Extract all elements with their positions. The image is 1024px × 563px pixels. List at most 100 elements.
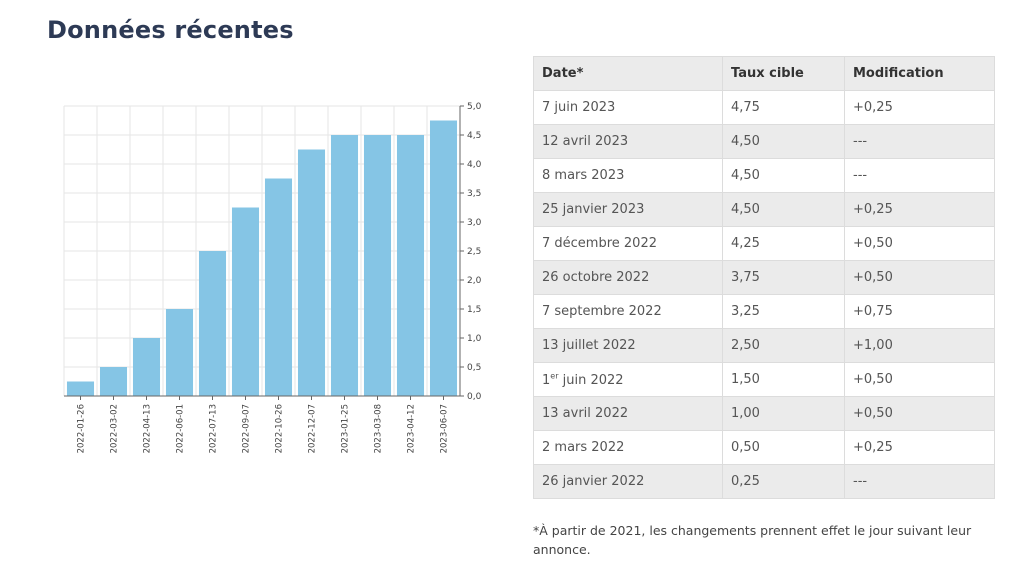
y-tick-label: 0,0 [467,392,482,402]
rate-cell-text: 4,25 [731,236,760,251]
date-cell-text: 7 décembre 2022 [542,236,657,251]
table-row: 8 mars 2023 4,50 --- [533,158,995,193]
y-tick-label: 1,5 [467,305,481,315]
date-cell-text: 13 avril 2022 [542,406,629,421]
bar [99,367,128,396]
x-tick-label: 2023-06-07 [440,404,450,453]
rate-cell-text: 4,50 [731,202,760,217]
x-tick-label: 2022-12-07 [308,404,318,453]
x-tick-label: 2023-04-12 [407,404,417,453]
y-tick-label: 3,0 [467,218,482,228]
rate-cell: 0,50 [722,430,845,465]
rates-table: Date* Taux cible Modification 7 juin 202… [533,56,995,499]
rate-cell-text: 4,50 [731,168,760,183]
rate-cell: 0,25 [722,464,845,499]
date-cell-text: 2 mars 2022 [542,440,625,455]
table-row: 13 juillet 2022 2,50 +1,00 [533,328,995,363]
date-cell: 13 juillet 2022 [533,328,723,363]
y-tick-label: 4,5 [467,131,481,141]
table-row: 7 juin 2023 4,75 +0,25 [533,90,995,125]
y-tick-label: 3,5 [467,189,481,199]
bar [396,135,425,396]
bar [132,338,161,396]
rate-cell: 4,75 [722,90,845,125]
date-cell: 2 mars 2022 [533,430,723,465]
footnote: *À partir de 2021, les changements prenn… [533,523,972,557]
date-cell: 8 mars 2023 [533,158,723,193]
change-cell-text: +0,25 [853,440,893,455]
change-cell: +1,00 [844,328,995,363]
change-cell: +0,50 [844,260,995,295]
rate-cell-text: 3,25 [731,304,760,319]
change-cell-text: --- [853,134,868,149]
date-cell: 7 décembre 2022 [533,226,723,261]
date-cell: 26 octobre 2022 [533,260,723,295]
change-cell-text: +0,50 [853,372,893,387]
x-axis: 2022-01-26 2022-03-02 2022-04-13 2022-06-01… [64,395,460,453]
change-cell: +0,25 [844,90,995,125]
date-cell: 7 septembre 2022 [533,294,723,329]
header-rate: Taux cible [722,56,845,91]
rate-cell-text: 0,50 [731,440,760,455]
table-row: 12 avril 2023 4,50 --- [533,124,995,159]
rate-cell: 1,50 [722,362,845,397]
y-tick-label: 1,0 [467,334,482,344]
change-cell-text: +0,25 [853,202,893,217]
date-cell-text: 7 juin 2023 [542,100,616,115]
table-row: 7 septembre 2022 3,25 +0,75 [533,294,995,329]
rate-cell-text: 0,25 [731,474,760,489]
date-cell: 13 avril 2022 [533,396,723,431]
x-tick-label: 2022-07-13 [209,404,219,453]
date-cell: 7 juin 2023 [533,90,723,125]
change-cell-text: +0,75 [853,304,893,319]
change-cell: +0,25 [844,192,995,227]
x-tick-label: 2022-04-13 [143,404,153,453]
x-tick-label: 2022-06-01 [176,404,186,453]
y-tick-label: 2,0 [467,276,482,286]
bar [66,381,95,396]
x-tick-label: 2022-09-07 [242,404,252,453]
bar [264,178,293,396]
table-row: 26 janvier 2022 0,25 --- [533,464,995,499]
table-header-row: Date* Taux cible Modification [533,56,995,91]
x-tick-label: 2023-01-25 [341,404,351,453]
bar [231,207,260,396]
page-title: Données récentes [47,16,294,44]
bar [330,135,359,396]
x-tick-label: 2022-01-26 [77,404,87,453]
rate-cell: 4,50 [722,192,845,227]
date-cell: 25 janvier 2023 [533,192,723,227]
change-cell-text: +0,50 [853,406,893,421]
ordinal-superscript: er [550,371,559,381]
header-date: Date* [533,56,723,91]
table-row: 2 mars 2022 0,50 +0,25 [533,430,995,465]
date-cell-text: 26 janvier 2022 [542,474,645,489]
change-cell: +0,25 [844,430,995,465]
date-cell: 26 janvier 2022 [533,464,723,499]
change-cell-text: --- [853,474,868,489]
change-cell: +0,50 [844,362,995,397]
x-tick-label: 2022-10-26 [275,404,285,453]
bar [297,149,326,396]
x-tick-label: 2022-03-02 [110,404,120,453]
rate-bar-chart: 0,0 0,5 1,0 1,5 2,0 2,5 3,0 3,5 4,0 4,5 5,0 2022-0… [63,102,482,453]
rate-cell-text: 3,75 [731,270,760,285]
table-row: 1er juin 2022 1,50 +0,50 [533,362,995,397]
change-cell-text: +0,50 [853,236,893,251]
y-tick-label: 2,5 [467,247,481,257]
date-cell-text: 25 janvier 2023 [542,202,645,217]
table-row: 25 janvier 2023 4,50 +0,25 [533,192,995,227]
bar [363,135,392,396]
header-change: Modification [844,56,995,91]
change-cell: --- [844,158,995,193]
rate-cell-text: 4,75 [731,100,760,115]
y-tick-label: 5,0 [467,102,482,112]
rate-cell: 3,25 [722,294,845,329]
date-cell: 12 avril 2023 [533,124,723,159]
rate-cell-text: 1,00 [731,406,760,421]
x-tick-label: 2023-03-08 [374,404,384,453]
date-cell-text: 26 octobre 2022 [542,270,650,285]
date-cell-text: 12 avril 2023 [542,134,629,149]
rate-cell-text: 4,50 [731,134,760,149]
rate-cell: 4,50 [722,124,845,159]
